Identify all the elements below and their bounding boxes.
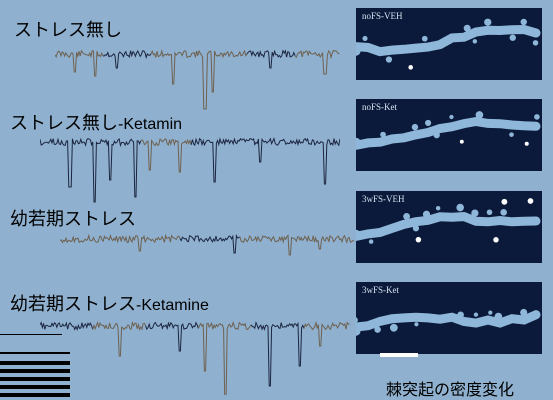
dendritic-spine bbox=[486, 209, 493, 216]
dendritic-spine bbox=[456, 203, 464, 212]
dendritic-spine bbox=[457, 311, 464, 318]
dendritic-spine bbox=[421, 35, 428, 42]
trace-label-stress-ketamine: 幼若期ストレス-Ketamine bbox=[10, 294, 209, 315]
dendritic-spine bbox=[425, 119, 432, 126]
trace-segment bbox=[303, 320, 350, 347]
trace-segment bbox=[179, 233, 241, 254]
trace-segment bbox=[291, 137, 340, 185]
dendritic-spine bbox=[471, 209, 479, 217]
dendritic-spine bbox=[500, 209, 507, 216]
scale-bar bbox=[380, 353, 418, 357]
trace-segment bbox=[190, 137, 243, 183]
puncta-dot bbox=[408, 65, 413, 70]
trace-segment bbox=[89, 138, 142, 203]
dendritic-spine bbox=[385, 56, 393, 63]
dendrite-shaft bbox=[356, 116, 541, 150]
trace-segment bbox=[299, 234, 355, 250]
stripe-decoration bbox=[0, 352, 70, 397]
trace-label-control-ketamine: ストレス無し-Ketamin bbox=[10, 113, 183, 134]
dendritic-spine bbox=[449, 114, 454, 120]
dendritic-spine bbox=[362, 35, 368, 41]
dendritic-spine bbox=[463, 24, 471, 32]
trace-segment bbox=[150, 49, 200, 85]
dendritic-spine bbox=[488, 310, 493, 315]
dendritic-spine bbox=[435, 205, 441, 211]
trace-segment bbox=[145, 321, 199, 352]
dendrite-panel-nofs-ket: noFS-Ket bbox=[356, 99, 542, 171]
dendritic-spine bbox=[414, 322, 419, 327]
dendrite-panel-3wfs-veh: 3wFS-VEH bbox=[356, 191, 542, 263]
trace-segment bbox=[102, 49, 152, 69]
trace-segment bbox=[40, 321, 94, 331]
dendritic-spine bbox=[532, 40, 539, 46]
trace-segment bbox=[239, 234, 301, 256]
dendritic-spine bbox=[509, 132, 514, 137]
puncta-dot bbox=[527, 198, 534, 204]
trace-segment bbox=[198, 49, 248, 110]
trace-segment bbox=[119, 233, 181, 252]
trace-segment bbox=[250, 321, 305, 387]
dendrite-shaft bbox=[356, 24, 541, 57]
trace-segment bbox=[60, 233, 121, 244]
figure-caption: 棘突起の密度変化 bbox=[386, 380, 515, 399]
panel-title: noFS-Ket bbox=[362, 102, 398, 112]
recording-trace-stress-ketamine bbox=[40, 320, 350, 395]
recording-trace-control-ketamine bbox=[40, 137, 340, 203]
trace-segment bbox=[294, 49, 340, 75]
panel-title: 3wFS-VEH bbox=[362, 194, 405, 204]
trace-label-stress: 幼若期ストレス bbox=[10, 209, 136, 230]
dendritic-spine bbox=[472, 39, 478, 44]
dendrite-shaft bbox=[356, 212, 541, 241]
dendritic-spine bbox=[389, 323, 398, 332]
dendritic-spine bbox=[411, 123, 419, 131]
dendritic-spine bbox=[433, 131, 440, 139]
trace-segment bbox=[55, 49, 104, 77]
dendritic-spine bbox=[475, 111, 484, 119]
trace-segment bbox=[40, 137, 91, 188]
recording-trace-control bbox=[55, 49, 340, 110]
recording-trace-stress bbox=[60, 233, 355, 256]
dendrite-shaft bbox=[356, 310, 541, 336]
dendrite-panel-3wfs-ket: 3wFS-Ket bbox=[356, 282, 542, 354]
puncta-dot bbox=[493, 237, 499, 243]
puncta-dot bbox=[501, 198, 508, 205]
dendrite-panel-nofs-veh: noFS-VEH bbox=[356, 8, 542, 80]
dendritic-spine bbox=[484, 18, 492, 26]
dendritic-spine bbox=[422, 210, 431, 218]
puncta-dot bbox=[524, 141, 529, 146]
trace-label-control: ストレス無し bbox=[14, 20, 122, 41]
trace-segment bbox=[197, 320, 252, 395]
trace-segment bbox=[92, 320, 147, 357]
puncta-dot bbox=[415, 236, 422, 243]
dendritic-spine bbox=[509, 34, 516, 41]
dendritic-spine bbox=[380, 131, 386, 138]
panel-title: noFS-VEH bbox=[362, 11, 403, 21]
stripe-line bbox=[0, 334, 62, 335]
panel-title: 3wFS-Ket bbox=[362, 285, 400, 295]
dendritic-spine bbox=[403, 212, 411, 220]
puncta-dot bbox=[459, 139, 464, 144]
trace-segment bbox=[140, 138, 192, 173]
dendritic-spine bbox=[520, 308, 528, 317]
dendritic-spine bbox=[374, 326, 381, 333]
dendritic-spine bbox=[368, 239, 374, 244]
dendritic-spine bbox=[473, 312, 479, 317]
dendritic-spine bbox=[494, 312, 503, 321]
trace-segment bbox=[241, 137, 293, 163]
trace-segment bbox=[246, 49, 296, 69]
dendritic-spine bbox=[356, 317, 358, 323]
dendritic-spine bbox=[520, 18, 527, 26]
dendritic-spine bbox=[412, 225, 420, 232]
dendritic-spine bbox=[534, 114, 540, 120]
